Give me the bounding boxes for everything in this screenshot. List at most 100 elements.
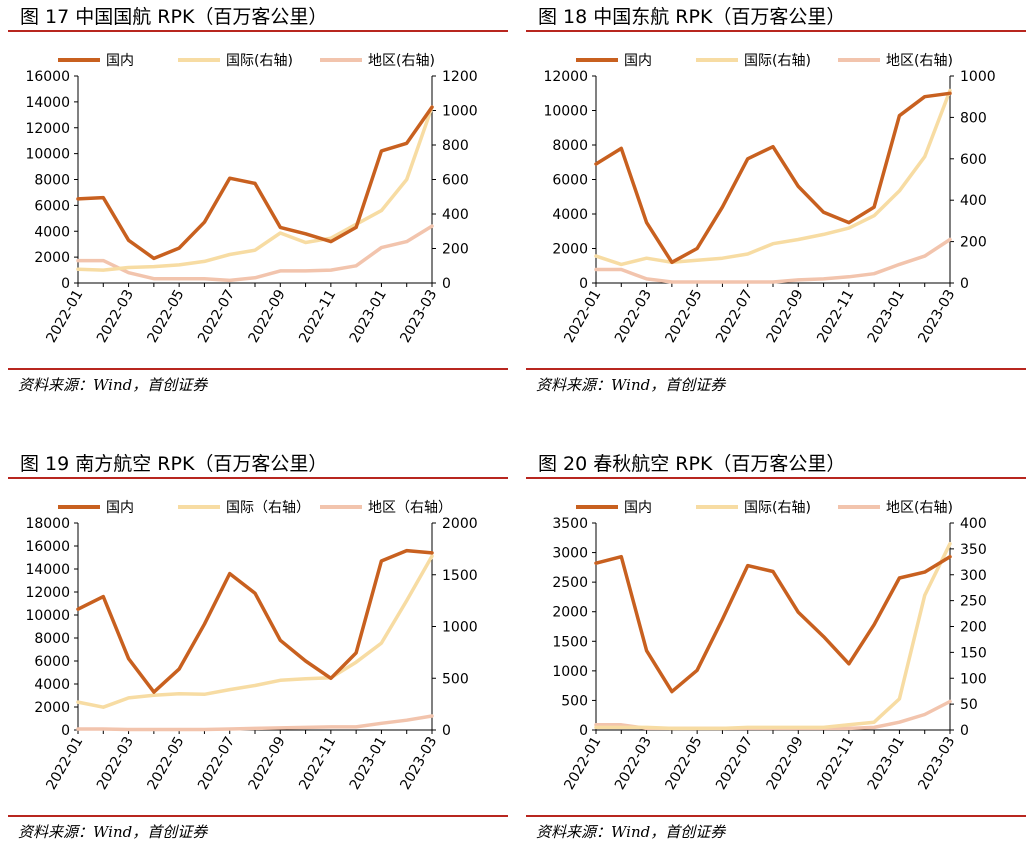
left-y-tick-label: 10000 xyxy=(25,147,70,163)
x-tick-label: 2022-03 xyxy=(612,287,655,346)
series-line-international xyxy=(76,105,434,272)
series-line-international xyxy=(594,541,952,731)
left-y-tick-label: 500 xyxy=(561,693,588,709)
left-y-tick-label: 2500 xyxy=(552,575,588,591)
right-y-tick-label: 300 xyxy=(960,568,987,584)
left-y-tick-label: 0 xyxy=(579,276,588,292)
legend-item-regional: 地区(右轴) xyxy=(838,53,953,69)
x-tick-label: 2022-07 xyxy=(713,734,756,793)
chart-panel-17: 图 17 中国国航 RPK（百万客公里） 国内 国际(右轴) 地区(右轴) 0 2000… xyxy=(0,0,510,400)
series-line-international xyxy=(594,88,952,267)
right-y-tick-label: 400 xyxy=(442,207,469,223)
legend-label: 国内 xyxy=(624,500,652,516)
x-tick-label: 2022-07 xyxy=(713,287,756,346)
x-tick-label: 2022-11 xyxy=(296,734,339,793)
legend-item-international: 国际（右轴） xyxy=(178,500,310,516)
left-y-tick-label: 12000 xyxy=(25,121,70,137)
left-y-tick-label: 6000 xyxy=(34,198,70,214)
series-line-domestic xyxy=(594,91,952,265)
left-y-tick-label: 4000 xyxy=(552,207,588,223)
right-y-tick-label: 200 xyxy=(960,235,987,251)
left-y-tick-label: 8000 xyxy=(552,138,588,154)
left-y-tick-label: 4000 xyxy=(34,224,70,240)
left-y-tick-label: 1000 xyxy=(552,664,588,680)
x-tick-label: 2023-01 xyxy=(347,734,390,793)
left-y-tick-label: 2000 xyxy=(34,250,70,266)
source-note: 资料来源：Wind，首创证券 xyxy=(536,823,726,841)
left-y-tick-label: 14000 xyxy=(25,95,70,111)
legend-label: 地区(右轴) xyxy=(886,53,953,69)
chart-title: 图 17 中国国航 RPK（百万客公里） xyxy=(20,6,328,28)
series-line-regional xyxy=(594,237,952,284)
series-line-regional xyxy=(76,714,434,732)
legend-item-regional: 地区(右轴) xyxy=(838,500,953,516)
legend-label: 地区(右轴) xyxy=(886,500,953,516)
left-y-tick-label: 2000 xyxy=(552,242,588,258)
x-tick-label: 2022-01 xyxy=(561,287,604,346)
x-tick-label: 2022-09 xyxy=(246,287,289,346)
series-line-international xyxy=(76,554,434,709)
right-y-tick-label: 800 xyxy=(960,110,987,126)
x-tick-label: 2022-05 xyxy=(145,734,188,793)
x-tick-label: 2023-01 xyxy=(865,734,908,793)
x-tick-label: 2023-01 xyxy=(865,287,908,346)
title-rule xyxy=(526,477,1026,479)
source-note: 资料来源：Wind，首创证券 xyxy=(536,376,726,394)
left-y-tick-label: 12000 xyxy=(543,69,588,85)
legend-item-regional: 地区(右轴) xyxy=(320,53,435,69)
x-tick-label: 2023-03 xyxy=(915,734,958,793)
title-rule xyxy=(8,30,508,32)
right-y-tick-label: 600 xyxy=(442,173,469,189)
x-tick-label: 2022-05 xyxy=(663,287,706,346)
source-note: 资料来源：Wind，首创证券 xyxy=(18,823,208,841)
legend-item-international: 国际(右轴) xyxy=(696,53,811,69)
x-tick-label: 2022-01 xyxy=(43,734,86,793)
left-y-tick-label: 2000 xyxy=(34,700,70,716)
x-tick-label: 2022-11 xyxy=(296,287,339,346)
legend-item-regional: 地区（右轴） xyxy=(320,500,452,516)
line-chart: 国内 国际(右轴) 地区(右轴)02000400060008000100001200… xyxy=(543,53,995,346)
title-rule xyxy=(8,477,508,479)
left-y-tick-label: 10000 xyxy=(25,608,70,624)
source-rule xyxy=(526,815,1026,817)
title-rule xyxy=(526,30,1026,32)
x-tick-label: 2022-03 xyxy=(94,734,137,793)
chart-title: 图 19 南方航空 RPK（百万客公里） xyxy=(20,453,328,475)
right-y-tick-label: 1200 xyxy=(442,69,478,85)
right-y-tick-label: 150 xyxy=(960,645,987,661)
source-rule xyxy=(8,368,508,370)
left-y-tick-label: 0 xyxy=(61,723,70,739)
x-tick-label: 2022-07 xyxy=(195,734,238,793)
left-y-tick-label: 2000 xyxy=(552,605,588,621)
right-y-tick-label: 600 xyxy=(960,152,987,168)
right-y-tick-label: 0 xyxy=(442,276,451,292)
x-tick-label: 2022-03 xyxy=(94,287,137,346)
right-y-tick-label: 400 xyxy=(960,193,987,209)
line-chart: 国内 国际(右轴) 地区(右轴)05001000150020002500300035… xyxy=(552,500,987,793)
line-chart: 国内 国际（右轴） 地区（右轴）02000400060008000100001200… xyxy=(25,500,478,793)
left-y-tick-label: 6000 xyxy=(34,654,70,670)
left-y-tick-label: 0 xyxy=(61,276,70,292)
right-y-tick-label: 2000 xyxy=(442,516,478,532)
x-tick-label: 2022-01 xyxy=(43,287,86,346)
series-line-domestic xyxy=(76,548,434,694)
legend-item-domestic: 国内 xyxy=(576,500,652,516)
right-y-tick-label: 200 xyxy=(442,242,469,258)
series-line-regional xyxy=(76,224,434,283)
right-y-tick-label: 100 xyxy=(960,671,987,687)
left-y-tick-label: 0 xyxy=(579,723,588,739)
right-y-tick-label: 0 xyxy=(442,723,451,739)
right-y-tick-label: 500 xyxy=(442,671,469,687)
line-chart: 国内 国际(右轴) 地区(右轴)02000400060008000100001200… xyxy=(25,53,478,346)
left-y-tick-label: 6000 xyxy=(552,173,588,189)
x-tick-label: 2022-01 xyxy=(561,734,604,793)
legend-item-domestic: 国内 xyxy=(576,53,652,69)
right-y-tick-label: 1000 xyxy=(442,620,478,636)
x-tick-label: 2023-03 xyxy=(915,287,958,346)
legend-label: 国际(右轴) xyxy=(744,53,811,69)
source-note: 资料来源：Wind，首创证券 xyxy=(18,376,208,394)
x-tick-label: 2022-11 xyxy=(814,734,857,793)
legend-item-international: 国际(右轴) xyxy=(178,53,293,69)
right-y-tick-label: 800 xyxy=(442,138,469,154)
x-tick-label: 2022-07 xyxy=(195,287,238,346)
